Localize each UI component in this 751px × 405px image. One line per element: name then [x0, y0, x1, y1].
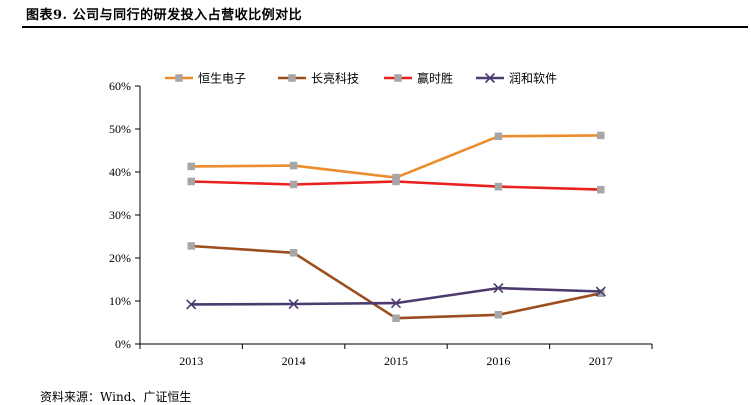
series-0: [187, 131, 605, 182]
legend-item-1: 长亮科技: [278, 71, 359, 86]
data-point: [597, 185, 605, 194]
data-point: [494, 311, 503, 319]
data-point: [187, 162, 195, 171]
data-point: [595, 286, 606, 297]
data-point: [494, 132, 503, 141]
legend-item-2: 赢时胜: [384, 71, 453, 86]
y-tick-label: 10%: [109, 294, 131, 308]
data-point: [494, 182, 503, 191]
y-tick-label: 50%: [109, 122, 131, 136]
series-2: [187, 177, 605, 194]
data-point: [597, 131, 605, 140]
series-line: [191, 286, 601, 306]
legend-label: 润和软件: [509, 72, 557, 86]
chart-series: [186, 131, 606, 322]
chart-axes: 0% 10% 20% 30% 40% 50% 60% 2013 2014 2015 2016 2017: [109, 79, 653, 368]
data-point: [187, 177, 195, 186]
data-point: [392, 314, 400, 322]
x-tick-label: 2014: [282, 354, 306, 368]
y-tick-label: 40%: [109, 165, 131, 179]
data-point: [597, 289, 605, 298]
legend-swatch-marker: [484, 72, 496, 84]
y-tick-label: 60%: [109, 79, 131, 93]
legend-swatch-marker: [175, 74, 183, 82]
data-point: [288, 298, 299, 310]
legend-swatch-marker: [394, 74, 402, 82]
data-point: [493, 283, 504, 294]
x-tick-label: 2013: [179, 354, 203, 368]
legend-item-0: 恒生电子: [165, 72, 246, 86]
x-tick-label: 2015: [384, 354, 408, 368]
x-tick-label: 2016: [486, 354, 510, 368]
legend-label: 赢时胜: [417, 71, 453, 86]
legend-item-3: 润和软件: [476, 72, 557, 86]
data-point: [392, 177, 400, 186]
title-divider: [22, 26, 748, 28]
figure-title: 图表9. 公司与同行的研发投入占营收比例对比: [26, 8, 303, 23]
data-point: [289, 161, 298, 170]
x-tick-label: 2017: [589, 354, 613, 368]
legend-label: 长亮科技: [311, 71, 359, 86]
data-point: [390, 298, 402, 309]
legend-label: 恒生电子: [198, 72, 246, 86]
y-tick-label: 20%: [109, 251, 131, 265]
source-note: 资料来源：Wind、广证恒生: [40, 390, 192, 404]
data-point: [187, 242, 195, 250]
y-tick-label: 30%: [109, 208, 131, 222]
data-point: [289, 180, 298, 189]
y-tick-label: 0%: [115, 337, 131, 351]
series-3: [186, 283, 606, 310]
data-point: [289, 249, 298, 257]
series-line: [191, 244, 602, 320]
series-line: [191, 134, 601, 179]
legend-swatch-marker: [288, 74, 296, 82]
chart-legend: 恒生电子 长亮科技 赢时胜 润和软件: [165, 71, 557, 86]
series-1: [187, 242, 605, 322]
data-point: [186, 299, 197, 310]
